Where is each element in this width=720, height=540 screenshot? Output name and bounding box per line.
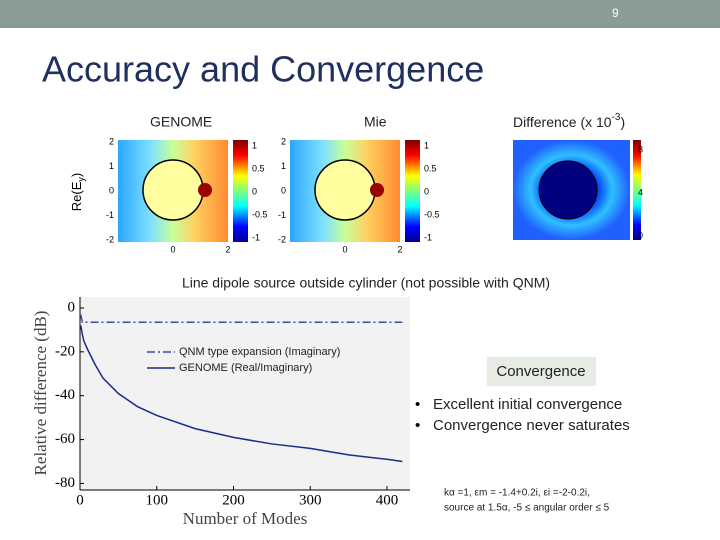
y-tick-label: -80 <box>55 475 75 491</box>
series-line <box>80 325 403 463</box>
panel-tick-label: 2 <box>109 136 114 146</box>
colorbar-label: 0.5 <box>252 163 265 173</box>
label-text: Re(E <box>69 181 84 211</box>
panel-tick-label: 1 <box>109 161 114 171</box>
y-tick-label: -40 <box>55 387 75 403</box>
label-sub: y <box>76 177 86 182</box>
y-tick-label: -20 <box>55 343 75 359</box>
field-label: Re(Ey) <box>69 173 86 211</box>
caption: Line dipole source outside cylinder (not… <box>182 275 550 291</box>
x-tick-label: 0 <box>76 492 84 508</box>
colorbar-label: 0 <box>252 186 257 196</box>
colorbar-label: -1 <box>424 232 432 242</box>
footnote: source at 1.5α, -5 ≤ angular order ≤ 5 <box>444 503 610 514</box>
colorbar-label: 8 <box>638 144 643 154</box>
label-sup: -3 <box>612 112 621 123</box>
y-tick-label: 0 <box>68 299 76 315</box>
field-plot <box>118 140 248 242</box>
footnote: kα =1, εm = -1.4+0.2i, εi =-2-0.2i, <box>444 488 590 499</box>
legend-label: QNM type expansion (Imaginary) <box>179 346 340 358</box>
x-axis-label: Number of Modes <box>183 509 308 528</box>
series-line <box>80 314 403 323</box>
panel-tick-label: 2 <box>225 244 230 254</box>
panel-label: Difference (x 10-3) <box>513 112 625 130</box>
bullet: • <box>415 417 420 434</box>
panel-tick-label: 1 <box>281 161 286 171</box>
colorbar-label: 0 <box>424 186 429 196</box>
colorbar-label: -0.5 <box>252 209 268 219</box>
panel-tick-label: 2 <box>397 244 402 254</box>
convergence-label: Convergence <box>496 363 585 380</box>
y-tick-label: -60 <box>55 431 75 447</box>
panel-tick-label: 2 <box>281 136 286 146</box>
page-number: 9 <box>612 6 619 20</box>
colorbar-label: -1 <box>252 232 260 242</box>
panel-label: GENOME <box>150 114 212 130</box>
panel-tick-label: 0 <box>109 185 114 195</box>
panel-tick-label: -2 <box>106 234 114 244</box>
x-tick-label: 100 <box>145 492 168 508</box>
y-axis-label: Relative difference (dB) <box>31 311 50 476</box>
label-end: ) <box>620 114 625 130</box>
label-end: ) <box>69 173 84 177</box>
colorbar-label: 1 <box>252 140 257 150</box>
panel-tick-label: -2 <box>278 234 286 244</box>
convergence-box <box>487 357 596 386</box>
x-tick-label: 400 <box>376 492 399 508</box>
colorbar-label: 4 <box>638 187 643 197</box>
panel-tick-label: 0 <box>170 244 175 254</box>
bullet: • <box>415 396 420 413</box>
colorbar-label: -0.5 <box>424 209 440 219</box>
colorbar-label: 0 <box>638 230 643 240</box>
field-plot <box>290 140 420 242</box>
panel-tick-label: -1 <box>278 210 286 220</box>
colorbar-label: 0.5 <box>424 163 437 173</box>
x-tick-label: 300 <box>299 492 322 508</box>
bullet-text: Excellent initial convergence <box>433 396 622 413</box>
top-bar <box>0 0 720 28</box>
slide-title: Accuracy and Convergence <box>42 49 484 90</box>
panel-tick-label: 0 <box>281 185 286 195</box>
x-tick-label: 200 <box>222 492 245 508</box>
legend-label: GENOME (Real/Imaginary) <box>179 362 312 374</box>
panel-tick-label: 0 <box>342 244 347 254</box>
panel-label: Mie <box>364 114 387 130</box>
plot-area <box>80 297 410 490</box>
bullet-text: Convergence never saturates <box>433 417 630 434</box>
colorbar-label: 1 <box>424 140 429 150</box>
label-text: Difference (x 10 <box>513 114 612 130</box>
diff-plot <box>513 140 641 240</box>
panel-tick-label: -1 <box>106 210 114 220</box>
